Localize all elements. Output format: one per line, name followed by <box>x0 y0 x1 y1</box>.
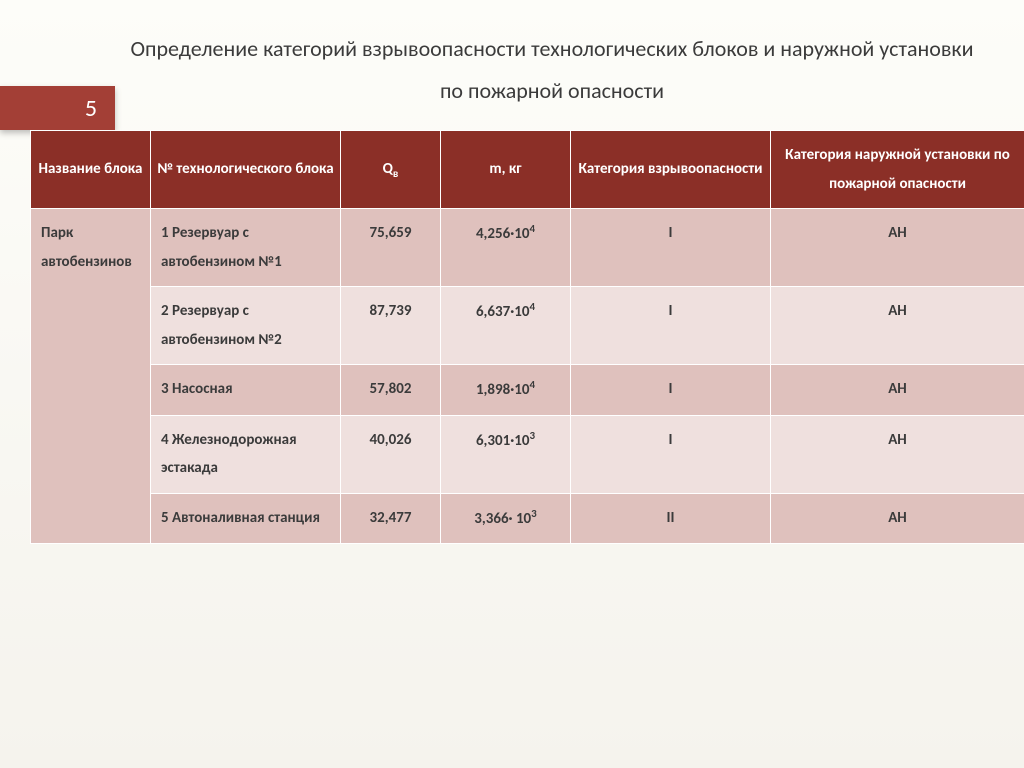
cell-block: 5 Автоналивная станция <box>151 493 341 544</box>
cell-q: 32,477 <box>341 493 441 544</box>
cell-m-base: 6,301·10 <box>476 432 530 450</box>
cell-fire-cat: АН <box>771 209 1024 287</box>
th-fire-cat: Категория наружной установки по пожарной… <box>771 131 1024 209</box>
cell-explosion-cat: I <box>571 209 771 287</box>
cell-q: 57,802 <box>341 365 441 416</box>
cell-m-base: 3,366· 10 <box>474 510 531 528</box>
table-row: Парк автобензинов 1 Резервуар с автобенз… <box>31 209 1024 287</box>
table-row: 2 Резервуар с автобензином №2 87,739 6,6… <box>31 287 1024 365</box>
cell-explosion-cat: I <box>571 287 771 365</box>
cell-fire-cat: АН <box>771 287 1024 365</box>
cell-m: 1,898·104 <box>441 365 571 416</box>
cell-q: 75,659 <box>341 209 441 287</box>
cell-q: 87,739 <box>341 287 441 365</box>
cell-fire-cat: АН <box>771 415 1024 493</box>
cell-m-exp: 4 <box>529 300 535 313</box>
cell-m: 6,637·104 <box>441 287 571 365</box>
cell-m: 6,301·103 <box>441 415 571 493</box>
cell-m: 3,366· 103 <box>441 493 571 544</box>
data-table: Название блока № технологического блока … <box>30 130 1024 544</box>
cell-m: 4,256·104 <box>441 209 571 287</box>
table-row: 3 Насосная 57,802 1,898·104 I АН <box>31 365 1024 416</box>
cell-block: 4 Железнодорожная эстакада <box>151 415 341 493</box>
cell-block: 2 Резервуар с автобензином №2 <box>151 287 341 365</box>
cell-explosion-cat: I <box>571 365 771 416</box>
cell-fire-cat: АН <box>771 365 1024 416</box>
cell-explosion-cat: I <box>571 415 771 493</box>
cell-block: 1 Резервуар с автобензином №1 <box>151 209 341 287</box>
slide-number: 5 <box>85 94 97 123</box>
cell-m-exp: 4 <box>529 222 535 235</box>
cell-explosion-cat: II <box>571 493 771 544</box>
cell-block: 3 Насосная <box>151 365 341 416</box>
th-explosion-cat: Категория взрывоопасности <box>571 131 771 209</box>
th-q-text: Q <box>383 160 393 178</box>
table-header-row: Название блока № технологического блока … <box>31 131 1024 209</box>
th-q: Qв <box>341 131 441 209</box>
cell-fire-cat: АН <box>771 493 1024 544</box>
cell-m-exp: 4 <box>529 378 535 391</box>
cell-m-base: 6,637·10 <box>476 303 530 321</box>
slide-title: Определение категорий взрывоопасности те… <box>120 28 984 112</box>
slide-number-tab: 5 <box>0 86 115 130</box>
cell-q: 40,026 <box>341 415 441 493</box>
cell-m-exp: 3 <box>529 429 535 442</box>
cell-group-name: Парк автобензинов <box>31 209 151 544</box>
cell-m-base: 4,256·10 <box>476 225 530 243</box>
th-block-no: № технологического блока <box>151 131 341 209</box>
table-row: 4 Железнодорожная эстакада 40,026 6,301·… <box>31 415 1024 493</box>
th-q-sub: в <box>393 167 398 180</box>
cell-m-exp: 3 <box>531 507 537 520</box>
th-m: m, кг <box>441 131 571 209</box>
th-name: Название блока <box>31 131 151 209</box>
table-row: 5 Автоналивная станция 32,477 3,366· 103… <box>31 493 1024 544</box>
cell-m-base: 1,898·10 <box>476 381 530 399</box>
